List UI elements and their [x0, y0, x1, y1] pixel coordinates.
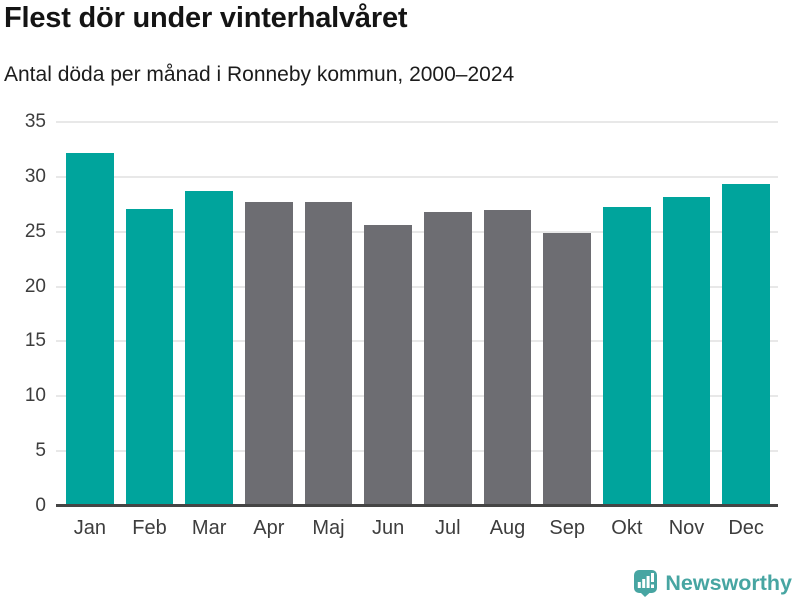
x-tick-label-jun: Jun — [372, 517, 405, 539]
chart-subtitle: Antal döda per månad i Ronneby kommun, 2… — [4, 63, 515, 86]
gridline-15 — [56, 340, 778, 343]
gridline-10 — [56, 395, 778, 398]
y-tick-label-25: 25 — [24, 220, 46, 242]
gridline-30 — [56, 175, 778, 178]
bar-slot-aug — [478, 121, 538, 505]
bar-jan — [65, 152, 114, 505]
y-tick-label-15: 15 — [24, 330, 46, 352]
bar-slot-apr — [239, 121, 299, 505]
x-tick-label-dec: Dec — [728, 517, 764, 539]
newsworthy-logo: Newsworthy — [633, 569, 792, 597]
bar-series — [60, 121, 776, 505]
bar-slot-nov — [657, 121, 717, 505]
bar-aug — [483, 209, 532, 505]
bar-nov — [662, 196, 711, 505]
y-tick-label-0: 0 — [35, 495, 46, 516]
bar-jul — [424, 212, 472, 505]
bar-feb — [125, 208, 174, 505]
gridline-25 — [56, 230, 778, 233]
x-tick-label-apr: Apr — [253, 517, 285, 539]
bar-dec — [722, 183, 771, 505]
x-tick-label-aug: Aug — [489, 517, 526, 539]
bar-slot-sep — [537, 121, 597, 505]
y-tick-label-5: 5 — [35, 440, 46, 462]
brand-name: Newsworthy — [665, 570, 792, 595]
bar-jun — [364, 225, 413, 505]
bar-slot-feb — [120, 121, 180, 505]
y-tick-label-30: 30 — [24, 165, 46, 187]
x-tick-label-jan: Jan — [73, 517, 106, 539]
x-axis-line — [56, 504, 778, 507]
y-tick-label-20: 20 — [24, 275, 46, 297]
gridline-20 — [56, 285, 778, 288]
bar-okt — [603, 206, 651, 505]
bar-apr — [244, 202, 293, 505]
gridline-35 — [56, 121, 778, 123]
x-tick-label-jul: Jul — [435, 517, 461, 539]
x-tick-label-okt: Okt — [611, 517, 643, 539]
chart-title: Flest dör under vinterhalvåret — [4, 2, 408, 34]
x-tick-label-maj: Maj — [312, 517, 345, 539]
y-tick-label-10: 10 — [24, 385, 46, 407]
x-tick-label-mar: Mar — [191, 517, 227, 539]
bar-slot-mar — [179, 121, 239, 505]
bar-maj — [304, 202, 353, 505]
x-tick-label-sep: Sep — [549, 517, 585, 539]
gridline-5 — [56, 450, 778, 453]
plot-area — [56, 121, 778, 507]
bar-slot-okt — [597, 121, 657, 505]
bar-sep — [543, 232, 592, 505]
bar-mar — [185, 191, 234, 505]
bar-slot-jun — [358, 121, 418, 505]
x-tick-label-nov: Nov — [668, 517, 705, 539]
bar-slot-jul — [418, 121, 478, 505]
bar-slot-maj — [299, 121, 359, 505]
speech-bubble-bar-chart-icon — [634, 570, 658, 597]
y-tick-label-35: 35 — [24, 111, 46, 132]
bar-slot-dec — [716, 121, 776, 505]
bar-slot-jan — [60, 121, 120, 505]
x-tick-label-feb: Feb — [132, 517, 167, 539]
